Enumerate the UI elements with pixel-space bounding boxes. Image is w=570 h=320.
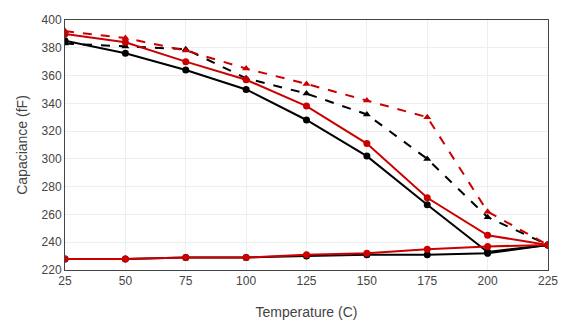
svg-text:25: 25: [58, 274, 72, 288]
svg-text:200: 200: [478, 274, 498, 288]
svg-text:400: 400: [42, 13, 62, 27]
svg-text:125: 125: [296, 274, 316, 288]
svg-text:380: 380: [42, 41, 62, 55]
svg-text:280: 280: [42, 180, 62, 194]
svg-text:Temperature (C): Temperature (C): [256, 304, 358, 320]
svg-text:340: 340: [42, 97, 62, 111]
svg-text:Capaciance (fF): Capaciance (fF): [14, 95, 30, 195]
svg-text:100: 100: [236, 274, 256, 288]
svg-text:320: 320: [42, 124, 62, 138]
svg-text:150: 150: [357, 274, 377, 288]
svg-text:240: 240: [42, 235, 62, 249]
svg-text:175: 175: [417, 274, 437, 288]
svg-text:360: 360: [42, 69, 62, 83]
svg-text:225: 225: [538, 274, 558, 288]
svg-text:75: 75: [179, 274, 193, 288]
svg-text:50: 50: [119, 274, 133, 288]
svg-text:220: 220: [42, 263, 62, 277]
svg-text:260: 260: [42, 208, 62, 222]
svg-text:300: 300: [42, 152, 62, 166]
